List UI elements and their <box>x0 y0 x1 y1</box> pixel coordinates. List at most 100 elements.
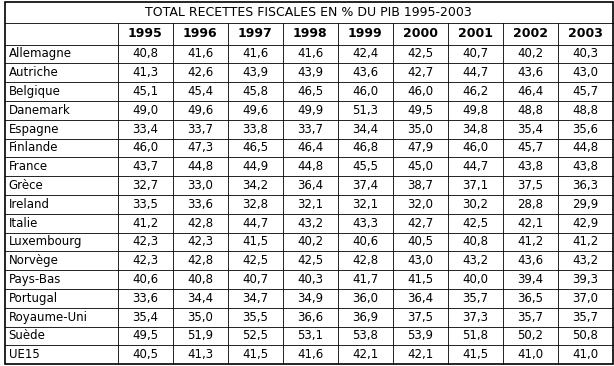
Text: 41,5: 41,5 <box>242 348 268 361</box>
Text: 40,0: 40,0 <box>462 273 488 286</box>
Text: Allemagne: Allemagne <box>9 48 72 60</box>
Text: 46,0: 46,0 <box>407 85 433 98</box>
Text: 43,2: 43,2 <box>297 217 324 230</box>
Text: 34,4: 34,4 <box>187 292 213 305</box>
Text: 46,2: 46,2 <box>462 85 488 98</box>
Text: 41,6: 41,6 <box>297 48 324 60</box>
Text: 53,1: 53,1 <box>297 329 323 343</box>
Text: 46,0: 46,0 <box>462 142 488 154</box>
Text: 35,7: 35,7 <box>462 292 488 305</box>
Text: 53,9: 53,9 <box>407 329 433 343</box>
Text: 32,1: 32,1 <box>352 198 378 211</box>
Text: 49,9: 49,9 <box>297 104 324 117</box>
Text: Autriche: Autriche <box>9 66 58 79</box>
Text: 32,8: 32,8 <box>242 198 268 211</box>
Text: 33,6: 33,6 <box>132 292 158 305</box>
Text: Suède: Suède <box>9 329 45 343</box>
Text: 34,7: 34,7 <box>242 292 268 305</box>
Text: 35,7: 35,7 <box>517 311 543 324</box>
Text: Ireland: Ireland <box>9 198 50 211</box>
Text: 40,8: 40,8 <box>187 273 213 286</box>
Text: 1998: 1998 <box>293 27 327 40</box>
Text: 2000: 2000 <box>403 27 438 40</box>
Text: 46,0: 46,0 <box>352 85 378 98</box>
Text: 44,8: 44,8 <box>297 160 324 173</box>
Text: 45,8: 45,8 <box>242 85 268 98</box>
Text: 34,9: 34,9 <box>297 292 324 305</box>
Text: UE15: UE15 <box>9 348 39 361</box>
Text: 43,0: 43,0 <box>407 254 433 267</box>
Text: TOTAL RECETTES FISCALES EN % DU PIB 1995-2003: TOTAL RECETTES FISCALES EN % DU PIB 1995… <box>146 6 472 19</box>
Text: Portugal: Portugal <box>9 292 58 305</box>
Text: 46,4: 46,4 <box>517 85 543 98</box>
Text: 33,8: 33,8 <box>243 123 268 136</box>
Text: 43,0: 43,0 <box>572 66 598 79</box>
Text: 42,1: 42,1 <box>517 217 543 230</box>
Text: 42,8: 42,8 <box>352 254 378 267</box>
Text: 35,4: 35,4 <box>132 311 158 324</box>
Text: 42,3: 42,3 <box>132 235 158 249</box>
Text: 48,8: 48,8 <box>517 104 543 117</box>
Text: 42,1: 42,1 <box>352 348 378 361</box>
Text: 43,6: 43,6 <box>517 254 543 267</box>
Text: 41,0: 41,0 <box>517 348 543 361</box>
Text: 43,7: 43,7 <box>132 160 158 173</box>
Text: Pays-Bas: Pays-Bas <box>9 273 61 286</box>
Text: 33,6: 33,6 <box>187 198 213 211</box>
Text: 42,5: 42,5 <box>242 254 268 267</box>
Text: 44,8: 44,8 <box>187 160 213 173</box>
Text: 48,8: 48,8 <box>572 104 598 117</box>
Text: 42,4: 42,4 <box>352 48 378 60</box>
Text: Royaume-Uni: Royaume-Uni <box>9 311 88 324</box>
Text: 41,2: 41,2 <box>132 217 158 230</box>
Text: 46,5: 46,5 <box>297 85 324 98</box>
Text: 43,3: 43,3 <box>352 217 378 230</box>
Text: 41,2: 41,2 <box>517 235 543 249</box>
Text: 41,6: 41,6 <box>242 48 268 60</box>
Text: 40,7: 40,7 <box>462 48 488 60</box>
Text: 44,8: 44,8 <box>572 142 598 154</box>
Text: 42,7: 42,7 <box>407 66 433 79</box>
Text: 35,0: 35,0 <box>407 123 433 136</box>
Text: 37,1: 37,1 <box>462 179 488 192</box>
Text: 45,7: 45,7 <box>517 142 543 154</box>
Text: 47,3: 47,3 <box>187 142 213 154</box>
Text: 28,8: 28,8 <box>517 198 543 211</box>
Text: 40,2: 40,2 <box>297 235 324 249</box>
Text: 40,8: 40,8 <box>462 235 488 249</box>
Text: 53,8: 53,8 <box>352 329 378 343</box>
Text: 46,5: 46,5 <box>242 142 268 154</box>
Text: 40,5: 40,5 <box>407 235 433 249</box>
Text: 40,6: 40,6 <box>132 273 158 286</box>
Text: 49,5: 49,5 <box>407 104 433 117</box>
Text: 40,6: 40,6 <box>352 235 378 249</box>
Text: 1996: 1996 <box>183 27 217 40</box>
Text: 30,2: 30,2 <box>462 198 488 211</box>
Text: 35,0: 35,0 <box>187 311 213 324</box>
Text: 32,0: 32,0 <box>407 198 433 211</box>
Text: 45,1: 45,1 <box>132 85 158 98</box>
Text: 42,3: 42,3 <box>132 254 158 267</box>
Text: 2001: 2001 <box>458 27 493 40</box>
Text: 50,2: 50,2 <box>517 329 543 343</box>
Text: 40,2: 40,2 <box>517 48 543 60</box>
Text: 40,7: 40,7 <box>242 273 268 286</box>
Text: Espagne: Espagne <box>9 123 59 136</box>
Text: 35,5: 35,5 <box>243 311 268 324</box>
Text: France: France <box>9 160 48 173</box>
Text: 42,5: 42,5 <box>297 254 324 267</box>
Text: 43,2: 43,2 <box>572 254 598 267</box>
Text: 49,0: 49,0 <box>132 104 158 117</box>
Text: 2003: 2003 <box>568 27 603 40</box>
Text: 43,9: 43,9 <box>297 66 324 79</box>
Text: 1999: 1999 <box>348 27 383 40</box>
Text: 37,3: 37,3 <box>462 311 488 324</box>
Text: 45,0: 45,0 <box>407 160 433 173</box>
Text: Finlande: Finlande <box>9 142 58 154</box>
Text: 43,8: 43,8 <box>572 160 598 173</box>
Text: Belgique: Belgique <box>9 85 60 98</box>
Text: 42,3: 42,3 <box>187 235 213 249</box>
Text: 36,6: 36,6 <box>297 311 324 324</box>
Text: 39,3: 39,3 <box>572 273 598 286</box>
Text: 36,0: 36,0 <box>352 292 378 305</box>
